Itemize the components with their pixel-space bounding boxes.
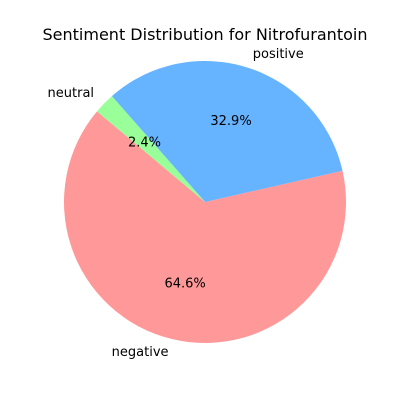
percent-label-positive: 32.9% <box>210 114 251 129</box>
percent-label-neutral: 2.4% <box>128 135 161 150</box>
slice-label-positive: positive <box>253 47 304 62</box>
slice-label-neutral: neutral <box>48 86 95 101</box>
slice-label-negative: negative <box>112 345 169 360</box>
percent-label-negative: 64.6% <box>164 277 205 292</box>
pie-slice-positive <box>111 61 343 202</box>
pie-slices <box>64 61 346 343</box>
chart-title: Sentiment Distribution for Nitrofurantoi… <box>43 25 368 44</box>
pie-labels: negative 64.6% positive 32.9% neutral 2.4% <box>48 47 304 360</box>
pie-slice-neutral <box>96 96 205 202</box>
pie-slice-negative <box>64 111 346 343</box>
